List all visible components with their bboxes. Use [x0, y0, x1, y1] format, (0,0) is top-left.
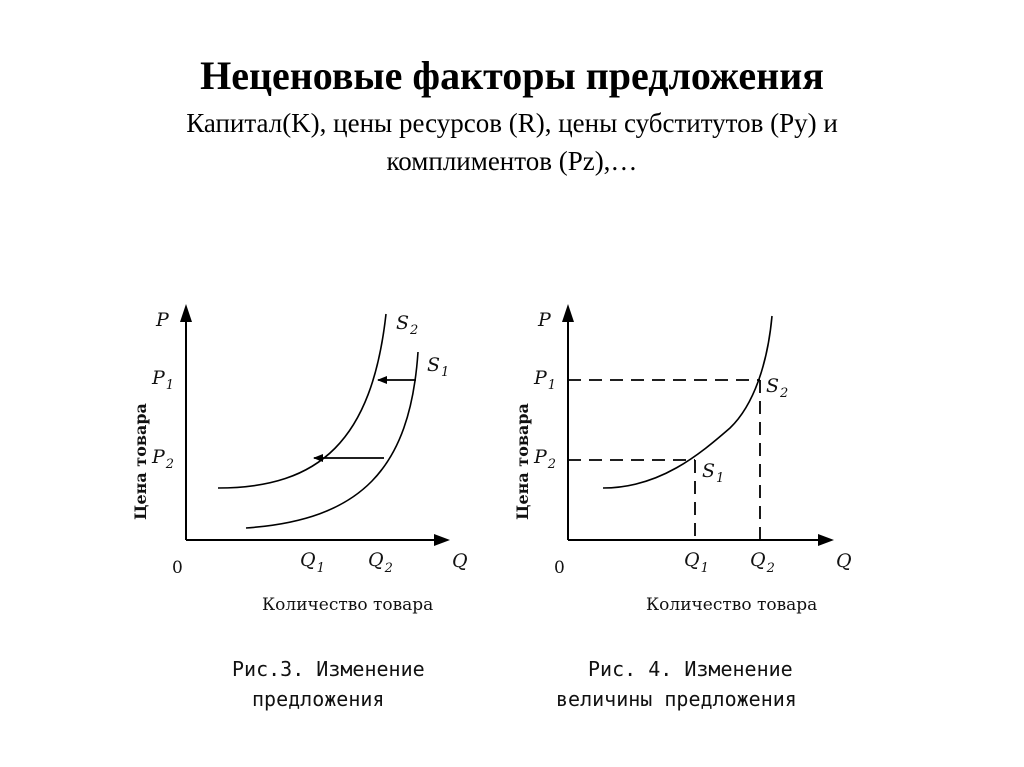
fig4-origin-label: 0 [554, 558, 565, 578]
fig3-ytick-p1: P1 [151, 367, 174, 393]
fig4-caption-line-1: Рис. 4. Изменение [588, 657, 793, 681]
fig4-point-label-s2: S2 [766, 375, 788, 401]
slide-title: Неценовые факторы предложения [200, 53, 824, 98]
fig3-ytick-p2: P2 [151, 446, 174, 472]
fig3-x-axis-arrow [434, 534, 450, 546]
fig4-ytick-p1: P1 [533, 367, 556, 393]
figure-4: P Q 0 Цена товара Количество товара P1 P… [513, 304, 852, 711]
fig3-label-s2: S2 [396, 312, 418, 338]
fig4-xtick-q1: Q1 [684, 549, 709, 576]
fig3-y-axis-label: Цена товара [131, 403, 150, 520]
fig4-x-axis-label: Количество товара [646, 595, 817, 615]
fig3-y-axis-arrow [180, 304, 192, 322]
fig3-curve-s2 [217, 313, 387, 489]
slide-subtitle: Капитал(K), цены ресурсов (R), цены субс… [60, 104, 964, 180]
fig3-origin-label: 0 [172, 558, 183, 578]
fig4-point-label-s1: S1 [702, 460, 724, 486]
figure-3: P Q 0 Цена товара Количество товара P1 P… [131, 304, 468, 711]
fig3-caption-line-1: Рис.3. Изменение [232, 657, 425, 681]
fig4-xtick-q2: Q2 [750, 549, 775, 576]
fig4-supply-curve [602, 315, 773, 489]
fig4-y-axis-arrow [562, 304, 574, 322]
fig3-xtick-q1: Q1 [300, 549, 325, 576]
subtitle-line-1: Капитал(K), цены ресурсов (R), цены субс… [186, 108, 838, 138]
fig4-x-axis-arrow [818, 534, 834, 546]
fig3-xtick-q2: Q2 [368, 549, 393, 576]
fig3-x-axis-label: Количество товара [262, 595, 433, 615]
fig4-x-axis-symbol: Q [836, 550, 852, 572]
fig3-caption-line-2: предложения [252, 687, 384, 711]
fig3-y-axis-symbol: P [155, 309, 170, 331]
fig4-ytick-p2: P2 [533, 446, 556, 472]
fig3-curve-s1 [245, 351, 419, 529]
subtitle-line-2: комплиментов (Pz),… [386, 146, 638, 176]
fig3-x-axis-symbol: Q [452, 550, 468, 572]
fig4-caption-line-2: величины предложения [556, 687, 797, 711]
fig4-y-axis-label: Цена товара [513, 403, 532, 520]
fig4-y-axis-symbol: P [537, 309, 552, 331]
fig3-label-s1: S1 [427, 354, 449, 380]
